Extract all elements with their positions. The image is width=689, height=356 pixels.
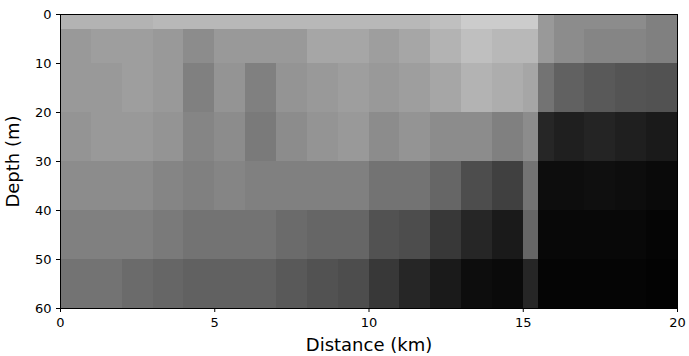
svg-text:40: 40	[35, 203, 52, 218]
svg-text:10: 10	[35, 56, 52, 71]
svg-text:15: 15	[515, 315, 532, 330]
svg-text:0: 0	[43, 7, 51, 22]
svg-text:50: 50	[35, 252, 52, 267]
svg-text:30: 30	[35, 154, 52, 169]
svg-text:Distance (km): Distance (km)	[306, 334, 432, 355]
svg-text:0: 0	[56, 315, 64, 330]
svg-text:10: 10	[361, 315, 378, 330]
svg-text:20: 20	[669, 315, 686, 330]
svg-text:5: 5	[211, 315, 219, 330]
svg-text:Depth (m): Depth (m)	[2, 115, 23, 207]
svg-text:60: 60	[35, 301, 52, 316]
svg-text:20: 20	[35, 105, 52, 120]
